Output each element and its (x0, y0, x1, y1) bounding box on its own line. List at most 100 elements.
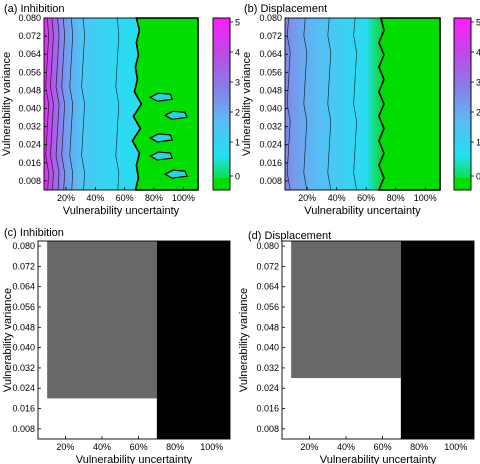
y-tick-label: 0.024 (259, 140, 282, 150)
x-tick-label: 20% (298, 193, 316, 203)
x-tick-label: 60% (116, 193, 134, 203)
x-tick-label: 80% (410, 442, 428, 452)
chart-title: (d) Displacement (248, 230, 331, 242)
x-tick-label: 100% (172, 193, 195, 203)
y-tick-label: 0.048 (18, 85, 41, 95)
colorbar-tick-label: 4 (235, 48, 240, 58)
y-tick-label: 0.016 (12, 404, 35, 414)
zero-region (377, 17, 441, 191)
y-tick-label: 0.072 (256, 261, 279, 271)
colorbar-tick-label: 0 (235, 172, 240, 182)
y-tick-label: 0.072 (259, 31, 282, 41)
x-tick-label: 20% (300, 442, 318, 452)
y-tick-label: 0.080 (12, 241, 35, 251)
colorbar-tick-label: 5 (476, 18, 480, 28)
contour-island (163, 110, 188, 120)
y-tick-label: 0.032 (18, 122, 41, 132)
contour-line (286, 17, 291, 191)
y-tick-label: 0.008 (12, 424, 35, 434)
x-axis-label: Vulnerability uncertainty (63, 205, 180, 217)
y-tick-label: 0.032 (256, 363, 279, 373)
chart-panel-3: (c) Inhibition 20% 40% 60% 80% 100% Vulnerabil… (2, 227, 231, 464)
y-tick-label: 0.032 (259, 122, 282, 132)
y-axis-label: Vulnerability variance (1, 52, 13, 156)
y-axis-label: Vulnerability variance (241, 52, 253, 156)
region-block (291, 241, 401, 379)
chart-title: (c) Inhibition (4, 227, 64, 239)
contour-line (81, 17, 85, 191)
y-tick-label: 0.016 (259, 158, 282, 168)
chart-title: (a) Inhibition (4, 3, 65, 15)
contour-line (303, 17, 308, 191)
colorbar (212, 17, 231, 191)
x-axis-label: Vulnerability uncertainty (76, 454, 193, 464)
y-tick-label: 0.064 (12, 282, 35, 292)
contour-line (69, 17, 74, 191)
y-tick-label: 0.080 (259, 13, 282, 23)
region-block (47, 241, 157, 399)
chart-panel-2: (b) Displacement 5 4 3 2 1 0 20% 40% 60% 80% 100% Vu… (241, 3, 480, 217)
region-block (156, 241, 230, 439)
y-tick-label: 0.040 (12, 343, 35, 353)
y-tick-label: 0.024 (18, 140, 41, 150)
y-tick-label: 0.064 (18, 49, 41, 59)
x-axis-label: Vulnerability uncertainty (304, 205, 421, 217)
x-tick-label: 20% (56, 442, 74, 452)
y-tick-label: 0.040 (259, 104, 282, 114)
y-tick-label: 0.056 (12, 302, 35, 312)
x-tick-label: 40% (328, 193, 346, 203)
x-tick-label: 60% (357, 193, 375, 203)
y-tick-label: 0.080 (18, 13, 41, 23)
contour-island (149, 92, 174, 102)
y-tick-label: 0.064 (256, 282, 279, 292)
colorbar-tick-label: 2 (476, 108, 480, 118)
x-tick-label: 40% (337, 442, 355, 452)
x-tick-label: 80% (387, 193, 405, 203)
contour-line (327, 17, 332, 191)
contour-island (163, 169, 188, 179)
colorbar-zero-band (213, 177, 230, 190)
colorbar (453, 17, 472, 191)
x-tick-label: 20% (57, 193, 75, 203)
x-tick-label: 80% (145, 193, 163, 203)
y-axis-label: Vulnerability variance (238, 288, 250, 392)
colorbar-tick-label: 0 (476, 172, 480, 182)
y-tick-label: 0.008 (256, 424, 279, 434)
y-tick-label: 0.056 (259, 67, 282, 77)
plot-frame (37, 240, 231, 440)
x-tick-label: 60% (130, 442, 148, 452)
chart-panel-4: (d) Displacement 20% 40% 60% 80% 100% Vulnerab… (238, 230, 475, 464)
colorbar-tick-label: 3 (476, 78, 480, 88)
y-tick-label: 0.040 (18, 104, 41, 114)
colorbar-frame (212, 17, 231, 191)
region-block (400, 241, 474, 439)
plot-frame (281, 240, 475, 440)
contour-line (353, 17, 357, 191)
y-tick-label: 0.024 (256, 383, 279, 393)
y-tick-label: 0.056 (256, 302, 279, 312)
y-axis-label: Vulnerability variance (2, 288, 14, 392)
y-tick-label: 0.032 (12, 363, 35, 373)
y-tick-label: 0.056 (18, 67, 41, 77)
contour-line (61, 17, 66, 191)
colorbar-tick-label: 1 (476, 138, 480, 148)
y-tick-label: 0.048 (256, 322, 279, 332)
x-tick-label: 100% (444, 442, 467, 452)
y-tick-label: 0.064 (259, 49, 282, 59)
contour-line (55, 17, 60, 191)
colorbar-tick-label: 4 (476, 48, 480, 58)
contour-island (149, 133, 174, 143)
y-tick-label: 0.048 (259, 85, 282, 95)
contour-line (50, 17, 54, 191)
x-tick-label: 40% (93, 442, 111, 452)
y-tick-label: 0.008 (259, 176, 282, 186)
y-tick-label: 0.024 (12, 383, 35, 393)
y-tick-label: 0.072 (18, 31, 41, 41)
y-tick-label: 0.008 (18, 176, 41, 186)
zero-region (131, 17, 199, 191)
contour-island (149, 151, 174, 161)
colorbar-tick-label: 1 (235, 138, 240, 148)
colorbar-zero-band (454, 177, 471, 190)
colorbar-tick-label: 2 (235, 108, 240, 118)
